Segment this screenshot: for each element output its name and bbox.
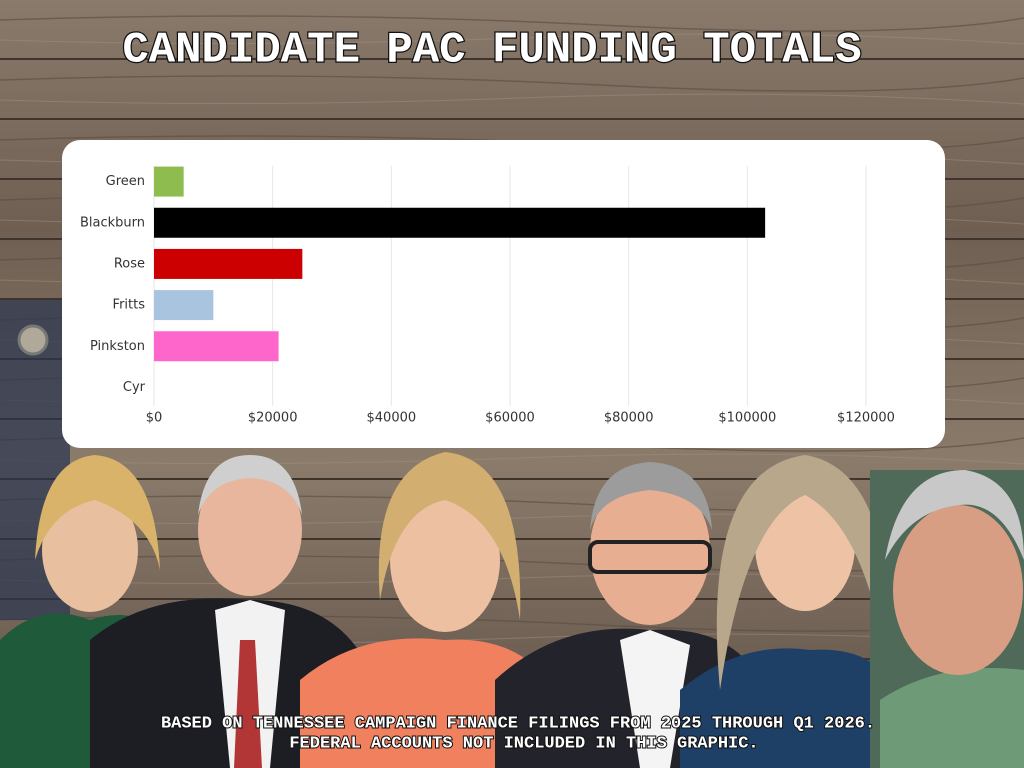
photo xyxy=(90,455,365,768)
photo xyxy=(680,455,900,768)
x-tick-label: $0 xyxy=(146,411,163,426)
candidate-photos xyxy=(0,452,1024,768)
bar xyxy=(154,248,303,279)
y-tick-label: Rose xyxy=(114,256,145,271)
y-tick-label: Green xyxy=(106,174,145,189)
y-tick-label: Cyr xyxy=(123,380,146,395)
bar xyxy=(154,290,214,321)
bar xyxy=(154,207,766,238)
title: CANDIDATE PAC FUNDING TOTALS xyxy=(122,26,861,76)
x-tick-label: $20000 xyxy=(248,411,298,426)
y-tick-label: Blackburn xyxy=(80,215,145,230)
y-tick-label: Pinkston xyxy=(90,339,145,354)
x-tick-label: $100000 xyxy=(718,411,776,426)
bar xyxy=(154,331,279,362)
grommet xyxy=(17,324,49,356)
bar xyxy=(154,166,184,197)
x-tick-label: $40000 xyxy=(367,411,417,426)
x-tick-label: $60000 xyxy=(485,411,535,426)
photo xyxy=(300,452,555,768)
y-tick-label: Fritts xyxy=(113,298,146,313)
x-tick-label: $120000 xyxy=(837,411,895,426)
plot: $0 $20000 $40000 $60000 $80000 $100000 $120000… xyxy=(80,166,895,426)
photo xyxy=(870,470,1024,768)
x-tick-label: $80000 xyxy=(604,411,654,426)
footnote: FEDERAL ACCOUNTS NOT INCLUDED IN THIS GR… xyxy=(289,734,758,753)
footnote: BASED ON TENNESSEE CAMPAIGN FINANCE FILI… xyxy=(161,714,875,733)
